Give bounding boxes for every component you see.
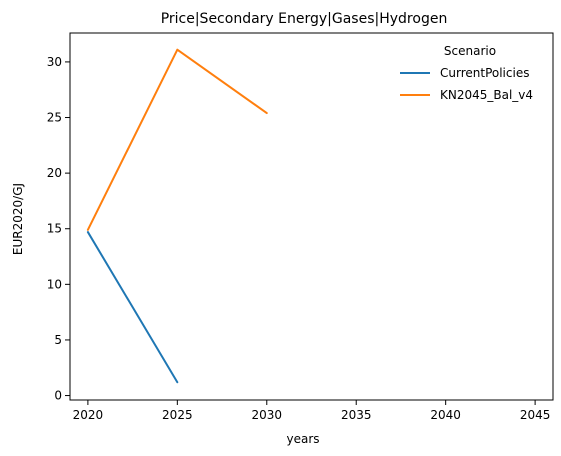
y-tick-label: 5 [54,333,62,347]
x-tick-label: 2040 [430,408,461,422]
series-line-kn2045-bal-v4 [86,48,268,231]
x-tick-label: 2020 [73,408,104,422]
series-line-current-policies [86,231,179,384]
x-tick-label: 2025 [162,408,193,422]
legend: Scenario CurrentPolicies KN2045_Bal_v4 [400,44,533,102]
y-tick-label: 30 [47,55,62,69]
x-axis-label: years [286,432,319,446]
x-axis: 2020 2025 2030 2035 2040 2045 [73,400,551,422]
y-tick-label: 0 [54,389,62,403]
y-axis-label: EUR2020/GJ [11,183,25,255]
y-tick-label: 20 [47,166,62,180]
y-tick-label: 10 [47,277,62,291]
y-tick-label: 25 [47,111,62,125]
chart-title: Price|Secondary Energy|Gases|Hydrogen [161,11,448,27]
y-axis: 0 5 10 15 20 25 30 [47,55,70,403]
plot-area [69,32,554,401]
legend-current-policies-label: CurrentPolicies [440,66,529,80]
x-tick-label: 2045 [520,408,551,422]
legend-kn2045-bal-v4-label: KN2045_Bal_v4 [440,88,533,102]
x-tick-label: 2035 [341,408,372,422]
x-tick-label: 2030 [252,408,283,422]
y-tick-label: 15 [47,222,62,236]
plot-frame [69,32,554,401]
legend-title: Scenario [444,44,496,58]
